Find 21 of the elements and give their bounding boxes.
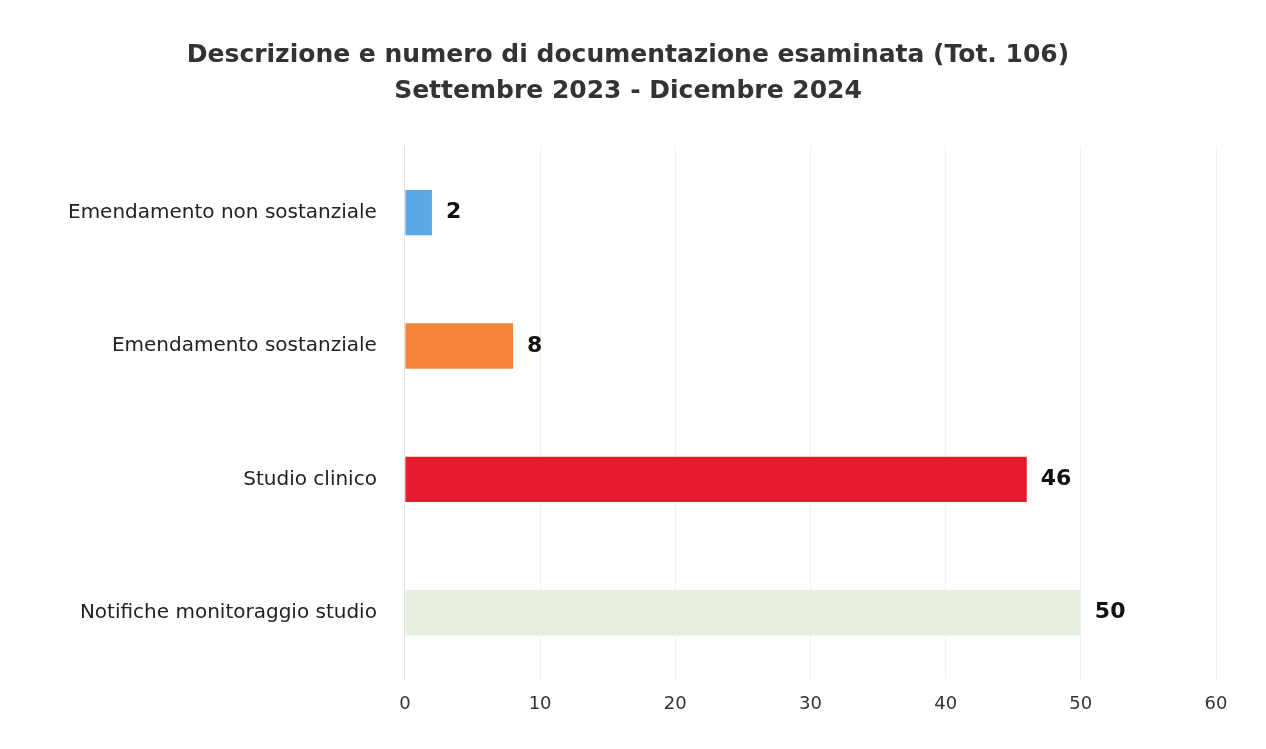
x-tick-label: 20 xyxy=(663,691,687,713)
bar xyxy=(405,590,1081,636)
x-tick-label: 30 xyxy=(799,691,822,713)
x-tick-label: 0 xyxy=(399,691,411,713)
chart-subtitle: Settembre 2023 - Dicembre 2024 xyxy=(394,74,862,104)
y-tick-label: Studio clinico xyxy=(243,465,377,490)
data-label: 46 xyxy=(1040,465,1072,491)
chart-title: Descrizione e numero di documentazione esaminata (Tot. 106) xyxy=(186,38,1070,68)
bar xyxy=(405,323,514,369)
data-label: 8 xyxy=(527,331,543,357)
y-tick-label: Emendamento non sostanziale xyxy=(67,198,377,223)
bar xyxy=(405,456,1027,503)
bar xyxy=(405,190,432,236)
x-tick-label: 50 xyxy=(1069,691,1093,713)
data-label: 2 xyxy=(445,198,462,224)
x-tick-label: 10 xyxy=(528,691,552,713)
y-tick-label: Emendamento sostanziale xyxy=(111,332,377,357)
x-tick-label: 60 xyxy=(1204,691,1228,713)
y-tick-label: Notifiche monitoraggio studio xyxy=(79,598,377,623)
x-tick-label: 40 xyxy=(934,691,958,713)
data-label: 50 xyxy=(1094,598,1126,624)
